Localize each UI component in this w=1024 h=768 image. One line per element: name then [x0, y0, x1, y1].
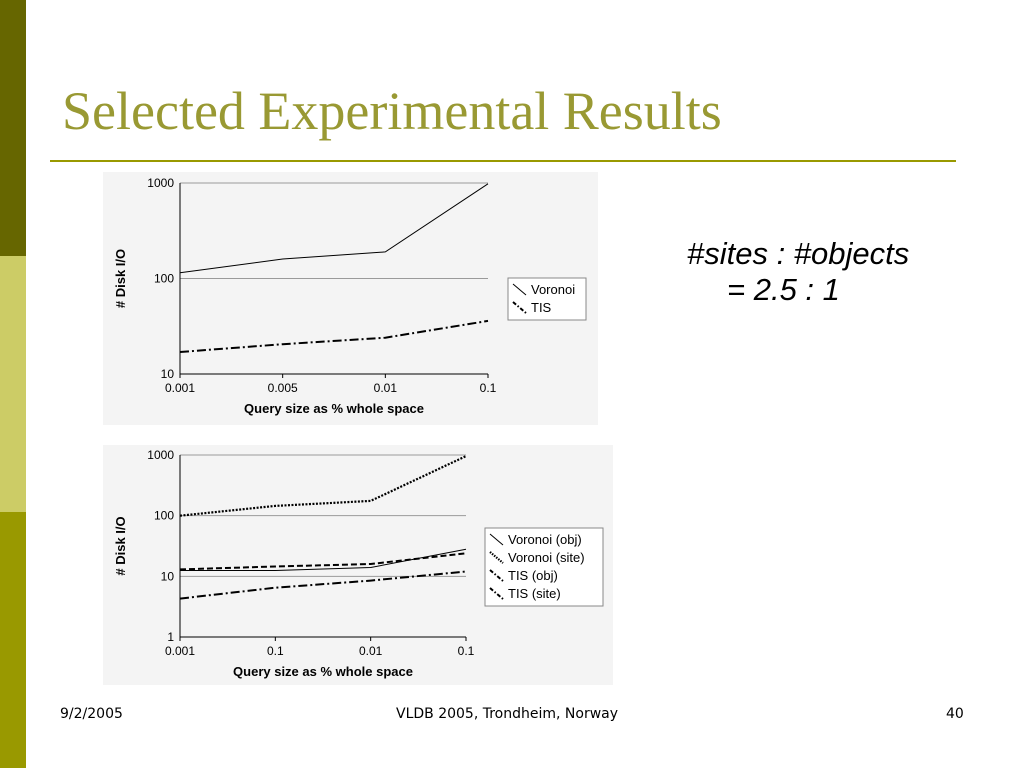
legend: Voronoi (obj) Voronoi (site) TIS (obj) TIS … — [484, 527, 604, 607]
series-line-1-1 — [179, 183, 489, 274]
y-axis-label: # Disk I/O — [113, 516, 128, 575]
x-tick-label: 0.001 — [165, 644, 195, 658]
series-line-2-1 — [180, 548, 467, 571]
series-line-2-3 — [179, 570, 467, 600]
chart-disk-io-sites: 10 100 1000 0.001 0.005 0.01 0.1 Query size as … — [103, 172, 598, 425]
legend-label: TIS — [531, 300, 552, 315]
x-tick-label: 0.1 — [480, 381, 497, 395]
legend-swatch — [512, 301, 527, 314]
legend: Voronoi TIS — [507, 277, 587, 321]
series-line-1-2 — [179, 319, 489, 353]
footer-venue: VLDB 2005, Trondheim, Norway — [396, 706, 619, 722]
series-line-2-4 — [179, 552, 467, 571]
y-tick-label: 1000 — [147, 176, 174, 190]
y-tick-label: 100 — [154, 272, 174, 286]
y-tick-label: 10 — [161, 569, 175, 583]
title-underline — [50, 160, 956, 162]
y-tick-label: 1000 — [147, 448, 174, 462]
legend-label: Voronoi — [531, 282, 575, 297]
chart-2-svg: 1 10 100 1000 0.001 0.1 0.01 0.1 Query size as %… — [113, 448, 604, 679]
y-tick-label: 100 — [154, 509, 174, 523]
x-tick-label: 0.01 — [359, 644, 383, 658]
chart-1-svg: 10 100 1000 0.001 0.005 0.01 0.1 Query size as … — [113, 176, 587, 416]
legend-label: TIS (obj) — [508, 568, 558, 583]
y-axis-label: # Disk I/O — [113, 249, 128, 308]
x-tick-label: 0.1 — [267, 644, 284, 658]
ratio-note: #sites : #objects = 2.5 : 1 — [687, 236, 909, 308]
legend-swatch — [489, 533, 504, 546]
x-axis-label: Query size as % whole space — [233, 664, 413, 679]
footer-page-number: 40 — [946, 706, 964, 722]
legend-swatch — [489, 587, 504, 600]
legend-label: Voronoi (site) — [508, 550, 585, 565]
series-line-2-2 — [179, 455, 467, 517]
legend-swatch — [489, 551, 504, 564]
x-tick-label: 0.001 — [165, 381, 195, 395]
slide-title: Selected Experimental Results — [62, 81, 722, 141]
legend-swatch — [512, 283, 527, 296]
legend-box — [484, 527, 604, 607]
legend-box — [507, 277, 587, 321]
chart-disk-io-objects-sites: 1 10 100 1000 0.001 0.1 0.01 0.1 Query size as %… — [103, 445, 613, 685]
sidebar-light-band — [0, 256, 26, 512]
y-tick-label: 10 — [161, 367, 175, 381]
x-axis-label: Query size as % whole space — [244, 401, 424, 416]
sidebar-dark-band — [0, 0, 26, 256]
sidebar-olive-band — [0, 512, 26, 768]
x-tick-label: 0.1 — [458, 644, 475, 658]
legend-swatch — [489, 569, 504, 582]
ratio-note-line1: #sites : #objects — [687, 236, 910, 271]
ratio-note-line2: = 2.5 : 1 — [727, 272, 840, 307]
x-tick-label: 0.01 — [374, 381, 398, 395]
legend-label: TIS (site) — [508, 586, 561, 601]
footer-date: 9/2/2005 — [60, 706, 123, 722]
y-tick-label: 1 — [167, 630, 174, 644]
legend-label: Voronoi (obj) — [508, 532, 582, 547]
x-tick-label: 0.005 — [268, 381, 298, 395]
